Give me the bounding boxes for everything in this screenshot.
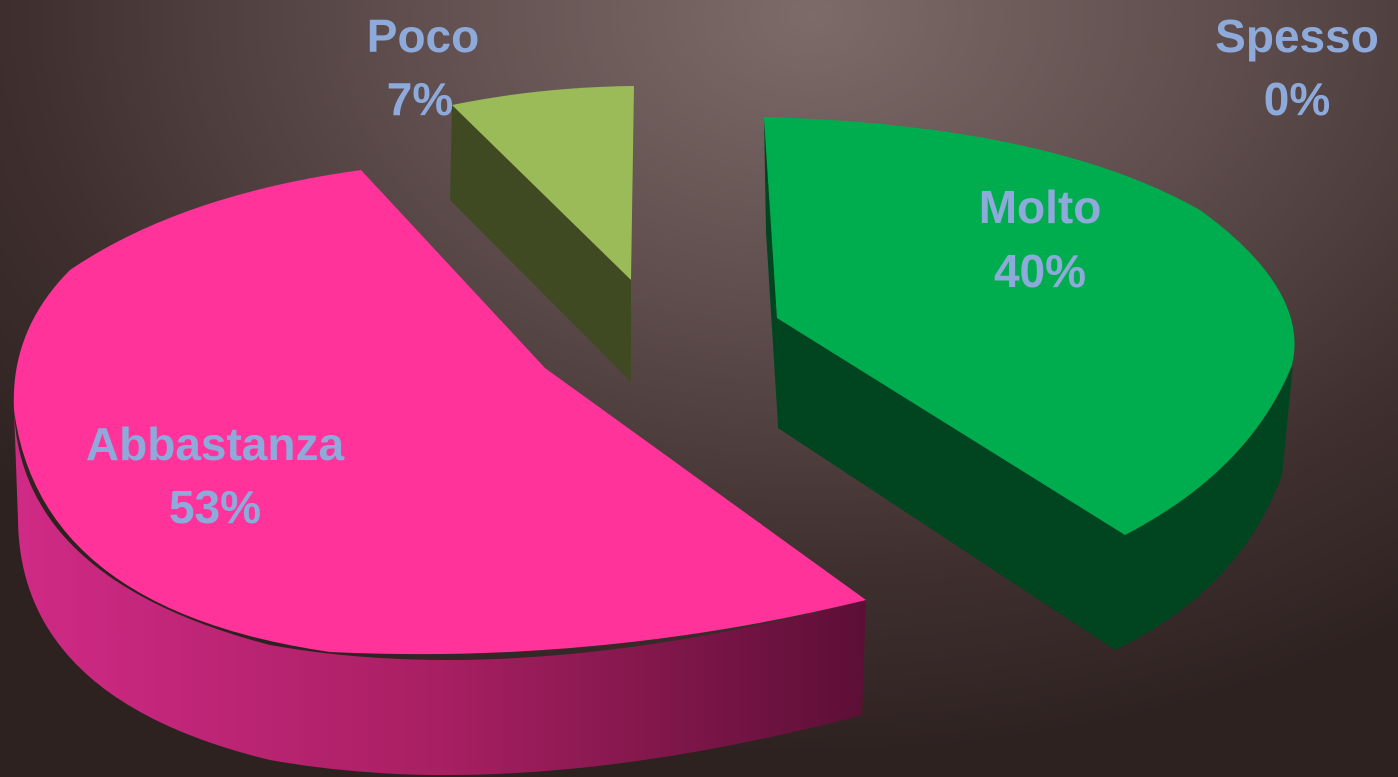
slice-sides: [14, 105, 1293, 775]
slice-side-molto-cut: [777, 318, 1125, 650]
label-molto-name: Molto: [979, 181, 1102, 233]
label-abbastanza-name: Abbastanza: [86, 418, 345, 470]
label-poco-value: 7%: [387, 73, 453, 125]
slice-tops: [13, 86, 1295, 655]
slice-molto: [764, 117, 1295, 535]
label-poco-name: Poco: [367, 10, 479, 62]
slice-side-abbastanza: [14, 410, 866, 775]
label-abbastanza-value: 53%: [169, 481, 261, 533]
slice-labels: Poco 7% Spesso 0% Molto 40% Abbastanza 5…: [86, 10, 1379, 533]
slice-poco: [452, 86, 634, 280]
label-molto-value: 40%: [994, 245, 1086, 297]
label-spesso-value: 0%: [1264, 73, 1330, 125]
slice-side-molto-rim: [1115, 365, 1293, 650]
label-spesso-name: Spesso: [1215, 10, 1379, 62]
slice-abbastanza: [13, 170, 866, 655]
slice-side-poco: [450, 105, 631, 382]
slice-side-molto: [764, 117, 778, 425]
